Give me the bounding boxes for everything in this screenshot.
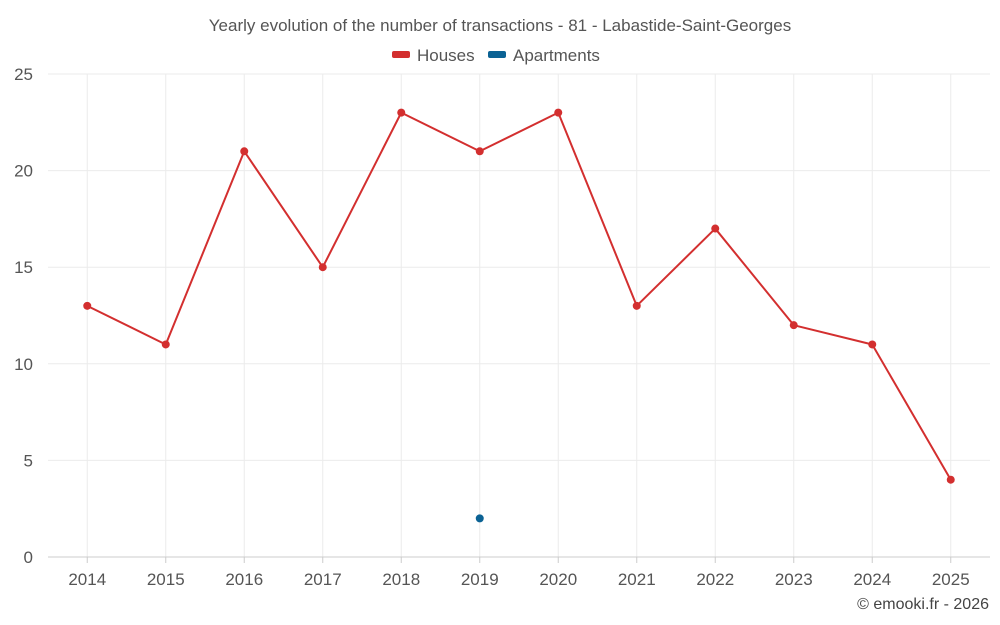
series-line-houses <box>86 111 952 481</box>
y-tick-label: 5 <box>24 451 33 470</box>
data-point-houses-2021[interactable] <box>632 301 641 310</box>
data-point-houses-2014[interactable] <box>83 301 92 310</box>
series-houses <box>83 108 955 484</box>
data-point-houses-2016[interactable] <box>240 147 249 156</box>
x-tick-label: 2022 <box>696 570 734 589</box>
x-tick-label: 2025 <box>932 570 970 589</box>
x-tick-label: 2017 <box>304 570 342 589</box>
data-point-houses-2020[interactable] <box>554 108 563 117</box>
data-point-houses-2015[interactable] <box>161 340 170 349</box>
y-tick-label: 0 <box>24 548 33 567</box>
data-point-houses-2023[interactable] <box>789 321 798 330</box>
y-tick-label: 25 <box>14 65 33 84</box>
y-tick-label: 10 <box>14 355 33 374</box>
gridlines <box>48 73 990 557</box>
y-tick-label: 20 <box>14 162 33 181</box>
data-point-houses-2024[interactable] <box>868 340 877 349</box>
legend-swatch-houses <box>392 51 410 58</box>
x-tick-label: 2016 <box>225 570 263 589</box>
data-point-houses-2017[interactable] <box>318 263 327 272</box>
series-apartments <box>475 514 484 523</box>
chart-title: Yearly evolution of the number of transa… <box>209 16 791 35</box>
x-tick-label: 2018 <box>382 570 420 589</box>
legend-swatch-apartments <box>488 51 506 58</box>
y-tick-label: 15 <box>14 258 33 277</box>
x-tick-label: 2019 <box>461 570 499 589</box>
x-tick-label: 2024 <box>853 570 891 589</box>
data-point-houses-2019[interactable] <box>475 147 484 156</box>
series-layer <box>83 108 955 523</box>
x-tick-label: 2023 <box>775 570 813 589</box>
legend-item-apartments[interactable]: Apartments <box>488 46 600 65</box>
data-point-houses-2018[interactable] <box>397 108 406 117</box>
legend-label-houses: Houses <box>417 46 475 65</box>
x-tick-label: 2015 <box>147 570 185 589</box>
legend: Houses Apartments <box>392 46 600 65</box>
credit-text: © emooki.fr - 2026 <box>857 596 989 613</box>
x-tick-label: 2014 <box>68 570 106 589</box>
x-tick-label: 2021 <box>618 570 656 589</box>
legend-item-houses[interactable]: Houses <box>392 46 475 65</box>
legend-label-apartments: Apartments <box>513 46 600 65</box>
data-point-houses-2022[interactable] <box>711 224 720 233</box>
x-tick-label: 2020 <box>539 570 577 589</box>
data-point-apartments-2019[interactable] <box>475 514 484 523</box>
data-point-houses-2025[interactable] <box>946 475 955 484</box>
